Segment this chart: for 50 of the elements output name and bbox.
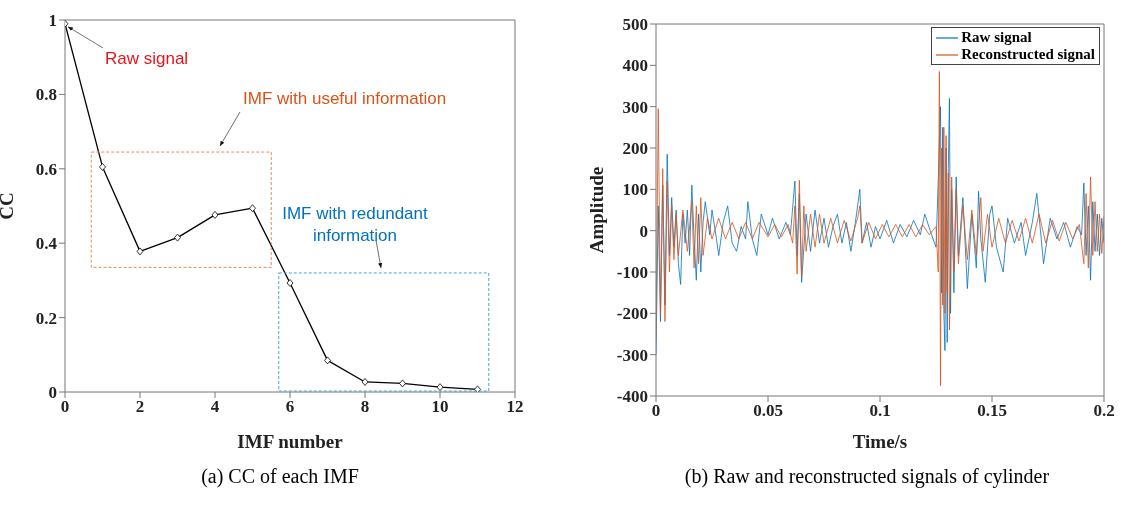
y-tick-label: 100 [622,180,648,200]
y-tick-label: 400 [622,56,648,76]
point [174,233,181,242]
legend-label: Raw signal [961,29,1032,46]
annotation: Raw signal [105,48,190,70]
x-tick-label: 10 [431,397,449,417]
y-tick-label: 0.6 [35,159,57,179]
point [211,211,219,219]
point [136,247,144,256]
point [361,378,369,386]
y-tick-label: 1 [48,11,57,31]
x-axis-title: Time/s [852,431,908,452]
point [286,279,294,287]
x-tick-label: 0 [651,401,661,421]
x-tick-label: 8 [360,397,370,417]
y-tick-label: 0 [639,221,648,241]
y-tick-label: 500 [622,15,648,35]
x-tick-label: 4 [210,397,220,417]
point [474,385,481,392]
x-tick-label: 6 [285,397,295,417]
y-tick-label: 0.2 [35,308,57,328]
line-series [656,71,1104,387]
point [399,379,406,388]
x-tick-label: 12 [506,397,524,417]
x-tick-label: 0.1 [869,401,891,421]
legend-label: Reconstructed signal [961,46,1095,63]
y-tick-label: 0.8 [35,85,57,105]
text: (b) Raw and reconstructed signals of cylinder [683,465,1051,488]
y-tick-label: -400 [616,387,648,407]
y-tick-label: 200 [622,139,648,159]
y-tick-label: -100 [616,263,648,283]
annotation: IMF with redundant information [281,203,429,247]
y-tick-label: 0.4 [35,234,58,254]
y-tick-label: -200 [616,304,648,324]
y-tick-label: 0 [48,383,57,403]
annotation: IMF with useful information [243,88,448,110]
y-tick-label: 300 [622,97,648,117]
point [436,383,444,392]
x-tick-label: 2 [135,397,145,417]
text: (a) CC of each IMF [200,465,360,488]
y-axis-title: Amplitude [585,166,607,254]
x-tick-label: 0.05 [753,401,783,421]
y-axis-title: CC [0,192,17,220]
point [249,204,256,213]
x-axis-title: IMF number [237,431,344,452]
x-tick-label: 0.15 [977,401,1007,421]
point [99,163,106,171]
point [324,356,331,365]
y-tick-label: -300 [616,345,648,365]
x-tick-label: 0.2 [1093,401,1115,421]
